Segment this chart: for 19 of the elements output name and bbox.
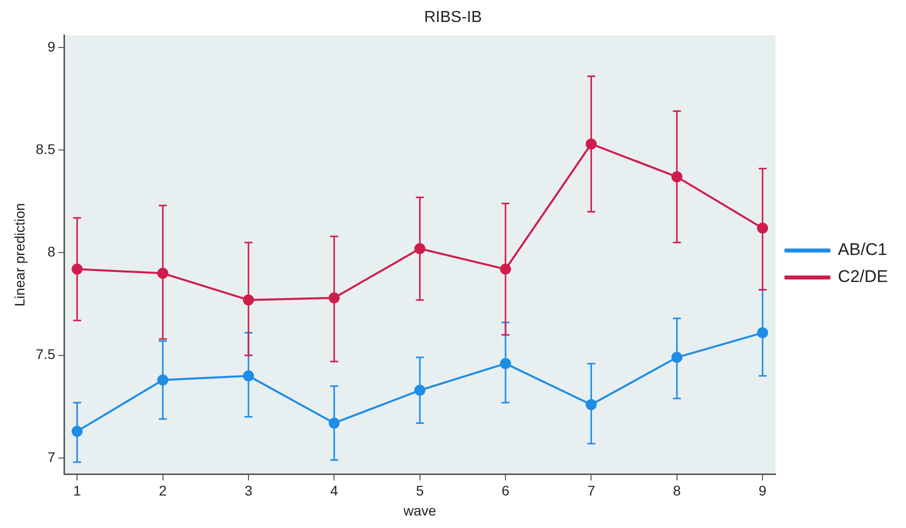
y-tick-label: 8.5 [36,140,56,157]
legend-label: C2/DE [838,267,888,286]
x-tick-label: 1 [73,482,82,499]
x-tick-label: 4 [330,482,338,499]
legend-label: AB/C1 [838,240,888,260]
x-tick-label: 2 [158,482,167,499]
y-tick-label: 9 [47,38,56,54]
x-tick-label: 5 [416,482,424,499]
y-tick-label: 7.5 [36,346,56,362]
x-tick-label: 3 [244,482,253,499]
y-axis-title: Linear prediction [11,203,28,307]
x-tick-label: 7 [587,482,596,499]
y-tick-label: 7 [47,448,56,465]
x-tick-label: 6 [502,482,510,499]
x-axis-title: wave [402,502,436,518]
y-tick-label: 8 [47,244,56,260]
x-tick-label: 9 [758,482,767,499]
x-tick-label: 8 [672,482,681,499]
chart-title: RIBS-IB [424,9,482,26]
